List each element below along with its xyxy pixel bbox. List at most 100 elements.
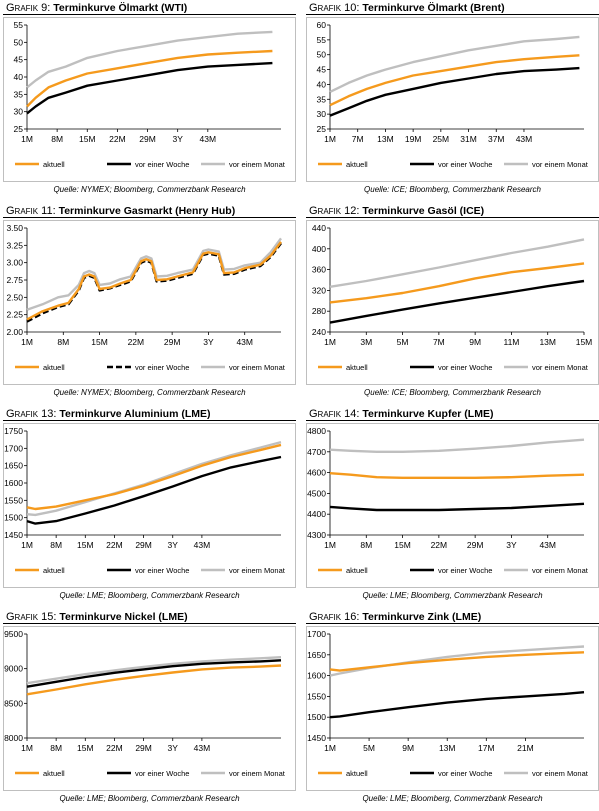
x-tick-label: 8M [50,743,62,753]
y-tick-label: 25 [14,124,24,134]
title-rule [306,623,599,624]
chart-title-text: Terminkurve Gasöl (ICE) [362,205,485,217]
y-tick-label: 1500 [307,712,326,722]
legend-label: vor einem Monat [229,566,286,575]
series-line-monat [329,238,585,288]
x-tick-label: 43M [539,540,556,550]
legend-label: aktuell [346,160,368,169]
chart-label: Grafik 16: [309,611,360,623]
x-tick-label: 13M [539,337,556,347]
series-line-aktuell [26,664,282,696]
x-tick-label: 15M [91,337,108,347]
chart-panel-brent: Grafik 10: Terminkurve Ölmarkt (Brent) 2… [306,0,599,202]
y-tick-label: 45 [14,55,24,65]
y-tick-label: 4700 [307,447,326,457]
x-tick-label: 3Y [168,743,179,753]
x-tick-label: 5M [363,743,375,753]
y-tick-label: 1550 [4,495,23,505]
chart-source: Quelle: ICE; Bloomberg, Commerzbank Rese… [364,388,541,397]
x-tick-label: 8M [50,540,62,550]
chart-label: Grafik 15: [6,611,57,623]
chart-panel-kupfer: Grafik 14: Terminkurve Kupfer (LME) 4300… [306,406,599,608]
x-tick-label: 22M [106,540,123,550]
y-tick-label: 4500 [307,488,326,498]
chart-plot: 8000 8500 9000 9500 1M 8M 15M 22M 29M 3Y 43M aktuel… [4,629,286,778]
chart-title: Grafik 11: Terminkurve Gasmarkt (Henry H… [6,205,235,217]
chart-panel-zink: Grafik 16: Terminkurve Zink (LME) 1450 15… [306,609,599,811]
y-tick-label: 440 [312,223,326,233]
y-tick-label: 35 [14,89,24,99]
chart-label: Grafik 10: [309,2,360,14]
x-tick-label: 13M [377,134,394,144]
y-tick-label: 2.50 [6,292,23,302]
y-tick-label: 1650 [307,650,326,660]
y-tick-label: 8500 [4,698,23,708]
series-line-woche [26,242,282,323]
y-tick-label: 1600 [4,478,23,488]
x-tick-label: 3Y [203,337,214,347]
y-tick-label: 25 [317,124,327,134]
title-rule [3,14,296,15]
x-tick-label: 15M [576,337,593,347]
x-tick-label: 21M [517,743,534,753]
chart-source: Quelle: LME; Bloomberg, Commerzbank Rese… [59,591,240,600]
series-line-aktuell [26,241,282,321]
series-line-woche [26,455,282,525]
x-tick-label: 19M [405,134,422,144]
legend-label: vor einem Monat [229,160,286,169]
y-tick-label: 1600 [307,671,326,681]
chart-panel-aluminium: Grafik 13: Terminkurve Aluminium (LME) 1… [3,406,302,608]
y-tick-label: 8000 [4,733,23,743]
y-tick-label: 40 [14,72,24,82]
x-tick-label: 3Y [168,540,179,550]
title-rule [306,420,599,421]
chart-frame [3,220,296,385]
series-line-aktuell [329,651,585,672]
x-tick-label: 31M [460,134,477,144]
y-tick-label: 9500 [4,629,23,639]
series-line-monat [26,30,273,89]
series-line-woche [329,691,585,719]
title-rule [306,217,599,218]
x-tick-label: 25M [433,134,450,144]
chart-plot: 2.00 2.25 2.50 2.75 3.00 3.25 3.50 1M 8M 15M 22M 29… [6,223,286,372]
chart-panel-gasoel: Grafik 12: Terminkurve Gasöl (ICE) 240 28… [306,203,599,405]
x-tick-label: 17M [478,743,495,753]
y-tick-label: 1700 [4,443,23,453]
chart-plot: 1450 1500 1550 1600 1650 1700 1750 1M 8M 15M 22M 29… [4,426,286,575]
x-tick-label: 43M [194,743,211,753]
y-tick-label: 2.75 [6,275,23,285]
legend-label: aktuell [43,363,65,372]
y-tick-label: 50 [317,50,327,60]
chart-title-text: Terminkurve Ölmarkt (Brent) [362,2,505,14]
series-line-aktuell [26,49,273,108]
legend-label: vor einem Monat [532,363,589,372]
x-tick-label: 22M [431,540,448,550]
x-tick-label: 3M [360,337,372,347]
series-line-woche [26,61,273,115]
series-line-monat [329,35,580,93]
legend-label: aktuell [346,363,368,372]
chart-title: Grafik 14: Terminkurve Kupfer (LME) [309,408,493,420]
legend-label: vor einem Monat [532,566,589,575]
chart-label: Grafik 11: [6,205,56,217]
y-tick-label: 1750 [4,426,23,436]
y-tick-label: 3.00 [6,258,23,268]
legend-label: vor einem Monat [229,363,286,372]
chart-source: Quelle: LME; Bloomberg, Commerzbank Rese… [362,591,543,600]
series-line-monat [26,237,282,311]
x-tick-label: 29M [135,540,152,550]
chart-plot: 25 30 35 40 45 50 55 1M 8M 15M 22M 29M 3Y 43M aktuell v… [14,20,286,169]
chart-plot: 25 30 35 40 45 50 55 60 1M 7M 13M 19M 25M 31M 37M 43M ak… [317,20,589,169]
y-tick-label: 50 [14,37,24,47]
legend-label: vor einer Woche [135,363,189,372]
chart-title: Grafik 15: Terminkurve Nickel (LME) [6,611,188,623]
x-tick-label: 11M [503,337,519,347]
series-line-woche [329,66,580,117]
series-line-aktuell [329,54,580,107]
x-tick-label: 13M [439,743,456,753]
legend-label: aktuell [346,769,368,778]
y-tick-label: 9000 [4,664,23,674]
x-tick-label: 22M [106,743,123,753]
x-tick-label: 43M [200,134,217,144]
